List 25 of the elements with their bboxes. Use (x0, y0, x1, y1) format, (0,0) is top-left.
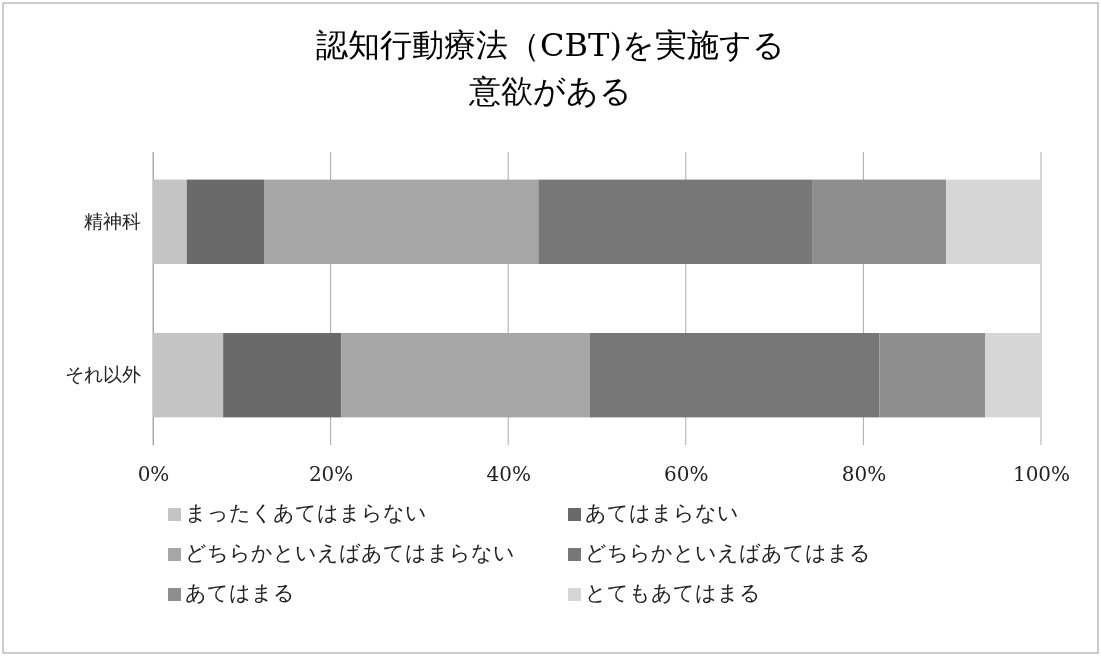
x-tick-label: 80% (841, 462, 887, 487)
bar (153, 179, 187, 264)
y-tick-label: 精神科 (84, 209, 141, 232)
bar (879, 333, 986, 418)
bar (538, 179, 813, 264)
bar (223, 333, 342, 418)
x-tick-label: 40% (486, 462, 531, 487)
bar (985, 333, 1041, 418)
bar (186, 179, 264, 264)
bar (153, 333, 224, 418)
legend-label: まったくあてはまらない (185, 501, 427, 525)
legend-label: どちらかといえばあてはまらない (185, 541, 515, 565)
x-tick-label: 0% (137, 462, 170, 487)
legend-label: あてはまらない (585, 501, 739, 525)
legend-label: どちらかといえばあてはまる (585, 541, 871, 565)
y-tick-label: それ以外 (65, 363, 141, 386)
x-tick-label: 100% (1012, 462, 1071, 487)
legend-label: あてはまる (185, 581, 295, 605)
x-tick-label: 60% (664, 462, 709, 487)
bar (812, 179, 946, 264)
x-tick-label: 20% (308, 462, 354, 487)
bar (945, 179, 1041, 264)
bar (589, 333, 880, 418)
chart-title: 認知行動療法（CBT)を実施する意欲がある (316, 26, 785, 110)
legend-label: とてもあてはまる (585, 581, 761, 605)
